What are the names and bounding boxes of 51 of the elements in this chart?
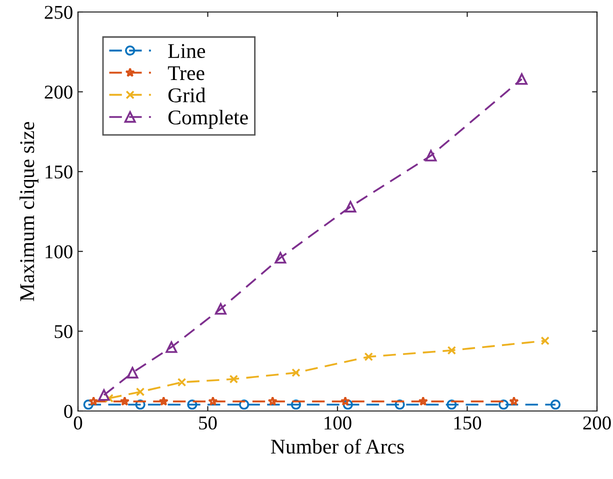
y-tick-label: 50 xyxy=(54,325,72,338)
point xyxy=(550,400,561,410)
y-tick-label: 250 xyxy=(44,6,72,19)
point xyxy=(166,341,178,353)
y-tick-label: 150 xyxy=(46,165,72,179)
point xyxy=(214,303,226,315)
y-tick-label: 200 xyxy=(44,86,72,99)
x-tick-label: 0 xyxy=(74,416,82,430)
point xyxy=(290,400,302,410)
x-tick-label: 100 xyxy=(324,416,352,430)
x-axis-title: Number of Arcs xyxy=(270,438,404,454)
x-tick-label: 200 xyxy=(583,416,611,430)
point xyxy=(136,387,145,396)
point xyxy=(446,400,457,410)
point xyxy=(126,366,138,378)
point xyxy=(340,396,350,406)
point xyxy=(516,73,528,85)
y-tick-label: 100 xyxy=(46,245,72,258)
point xyxy=(135,400,146,410)
point xyxy=(83,400,94,410)
point xyxy=(187,400,198,410)
point xyxy=(229,374,238,384)
y-tick-label: 0 xyxy=(64,404,72,418)
x-tick-label: 50 xyxy=(199,416,217,430)
point xyxy=(447,346,456,355)
point xyxy=(418,396,428,406)
point xyxy=(120,396,130,406)
point xyxy=(177,378,186,387)
point xyxy=(274,252,286,264)
point xyxy=(268,396,278,406)
point xyxy=(292,368,300,378)
point xyxy=(239,400,250,410)
point xyxy=(344,200,356,212)
point xyxy=(540,336,550,346)
point xyxy=(394,400,405,410)
point xyxy=(104,394,114,403)
point xyxy=(425,150,437,162)
point xyxy=(208,396,218,406)
legend-label: Complete xyxy=(168,110,248,129)
point xyxy=(498,400,509,410)
point xyxy=(88,396,98,406)
point xyxy=(158,396,168,406)
point xyxy=(342,400,353,410)
x-tick-label: 150 xyxy=(454,416,482,430)
point xyxy=(509,396,519,406)
point xyxy=(98,389,110,401)
point xyxy=(364,352,374,362)
legend-label: Grid xyxy=(168,88,206,102)
legend-label: Line xyxy=(168,44,206,58)
y-axis-title: Maximum clique size xyxy=(20,122,38,302)
legend-label: Tree xyxy=(168,66,204,80)
